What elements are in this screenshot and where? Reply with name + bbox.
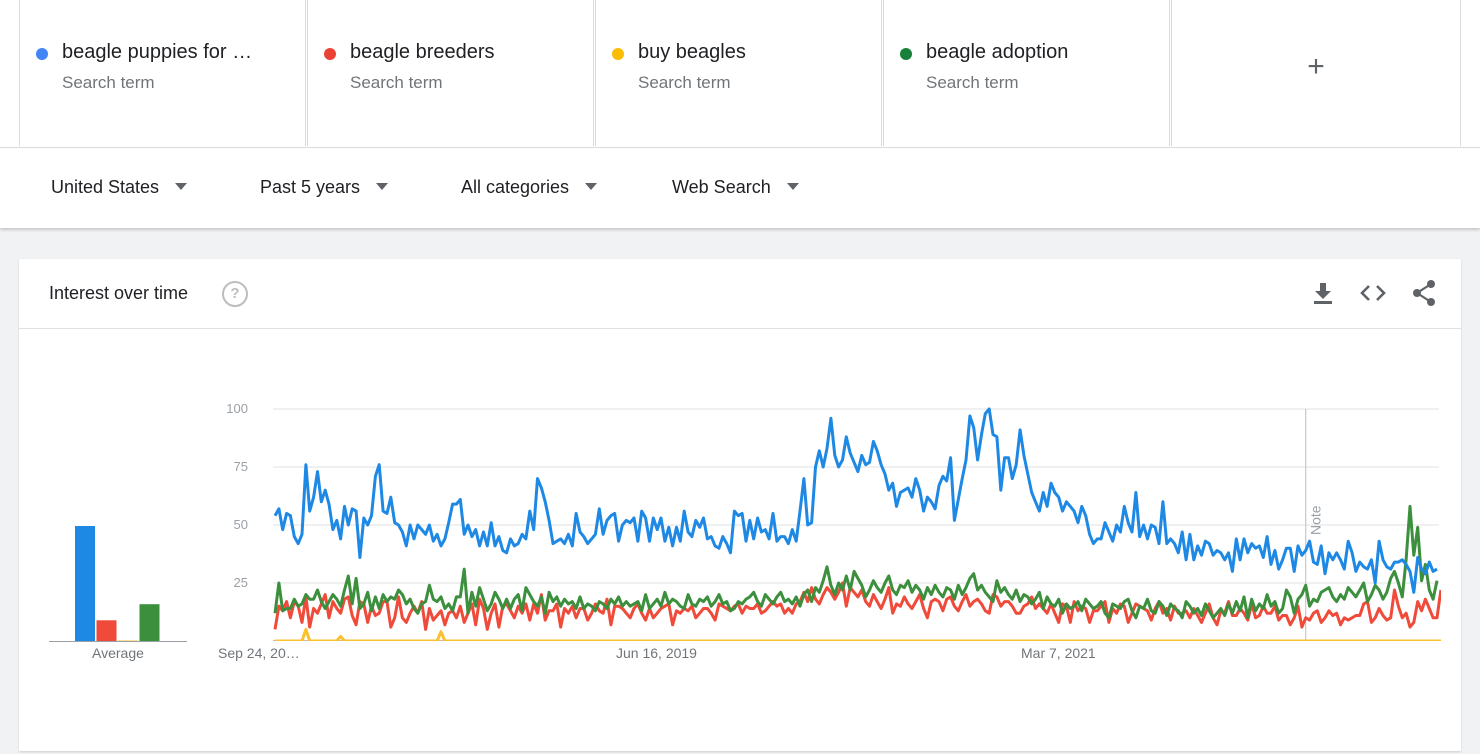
series-color-dot: [324, 48, 336, 60]
add-comparison-button[interactable]: +: [1171, 0, 1461, 146]
series-color-dot: [900, 48, 912, 60]
x-tick-label: Sep 24, 20…: [218, 645, 300, 661]
average-bar-chart: [49, 526, 187, 642]
region-value: United States: [51, 177, 160, 197]
share-icon[interactable]: [1410, 279, 1438, 307]
average-bar: [96, 620, 117, 641]
search-term-label: buy beagles: [638, 41, 746, 63]
caret-down-icon: [585, 182, 598, 190]
card-title: Interest over time: [49, 283, 189, 303]
search-term-type: Search term: [350, 73, 443, 92]
series-line: [273, 504, 1439, 620]
series-line: [273, 407, 1438, 594]
series-color-dot: [36, 48, 48, 60]
y-tick-label: 25: [233, 575, 248, 590]
average-bar: [139, 604, 160, 641]
y-tick-label: 100: [226, 401, 248, 416]
filter-bar: United States Past 5 years All categorie…: [0, 147, 1480, 228]
search-term-card[interactable]: beagle adoption Search term: [883, 0, 1170, 146]
embed-code-icon[interactable]: [1359, 279, 1387, 307]
caret-down-icon: [786, 182, 799, 190]
search-term-card[interactable]: beagle puppies for … Search term: [19, 0, 306, 146]
time-range-value: Past 5 years: [260, 177, 361, 197]
note-label[interactable]: Note: [1308, 505, 1324, 535]
average-bar: [75, 526, 95, 641]
category-value: All categories: [461, 177, 570, 197]
series-line: [275, 627, 1441, 641]
y-tick-label: 75: [233, 459, 248, 474]
interest-over-time-card: Interest over time ? Average 100 75 50 2…: [19, 259, 1461, 751]
search-term-type: Search term: [926, 73, 1019, 92]
search-term-card[interactable]: buy beagles Search term: [595, 0, 882, 146]
series-color-dot: [612, 48, 624, 60]
search-term-label: beagle breeders: [350, 41, 495, 63]
search-term-label: beagle puppies for …: [62, 41, 253, 63]
interest-line-chart: Note: [273, 407, 1441, 641]
download-icon[interactable]: [1309, 279, 1337, 307]
search-terms-bar: beagle puppies for … Search term beagle …: [0, 0, 1480, 147]
search-property-value: Web Search: [672, 177, 771, 197]
search-term-type: Search term: [638, 73, 731, 92]
average-bar: [118, 640, 138, 641]
help-icon[interactable]: ?: [222, 281, 248, 307]
search-term-card[interactable]: beagle breeders Search term: [307, 0, 594, 146]
time-range-dropdown[interactable]: Past 5 years: [260, 177, 389, 198]
average-label: Average: [92, 645, 144, 661]
x-tick-label: Mar 7, 2021: [1021, 645, 1096, 661]
caret-down-icon: [376, 182, 389, 190]
search-property-dropdown[interactable]: Web Search: [672, 177, 799, 198]
x-tick-label: Jun 16, 2019: [616, 645, 697, 661]
search-term-label: beagle adoption: [926, 41, 1069, 63]
card-header: Interest over time ?: [19, 259, 1461, 329]
category-dropdown[interactable]: All categories: [461, 177, 598, 198]
search-term-type: Search term: [62, 73, 155, 92]
caret-down-icon: [175, 182, 188, 190]
plus-icon: +: [1307, 50, 1325, 83]
region-dropdown[interactable]: United States: [51, 177, 188, 198]
y-tick-label: 50: [233, 517, 248, 532]
